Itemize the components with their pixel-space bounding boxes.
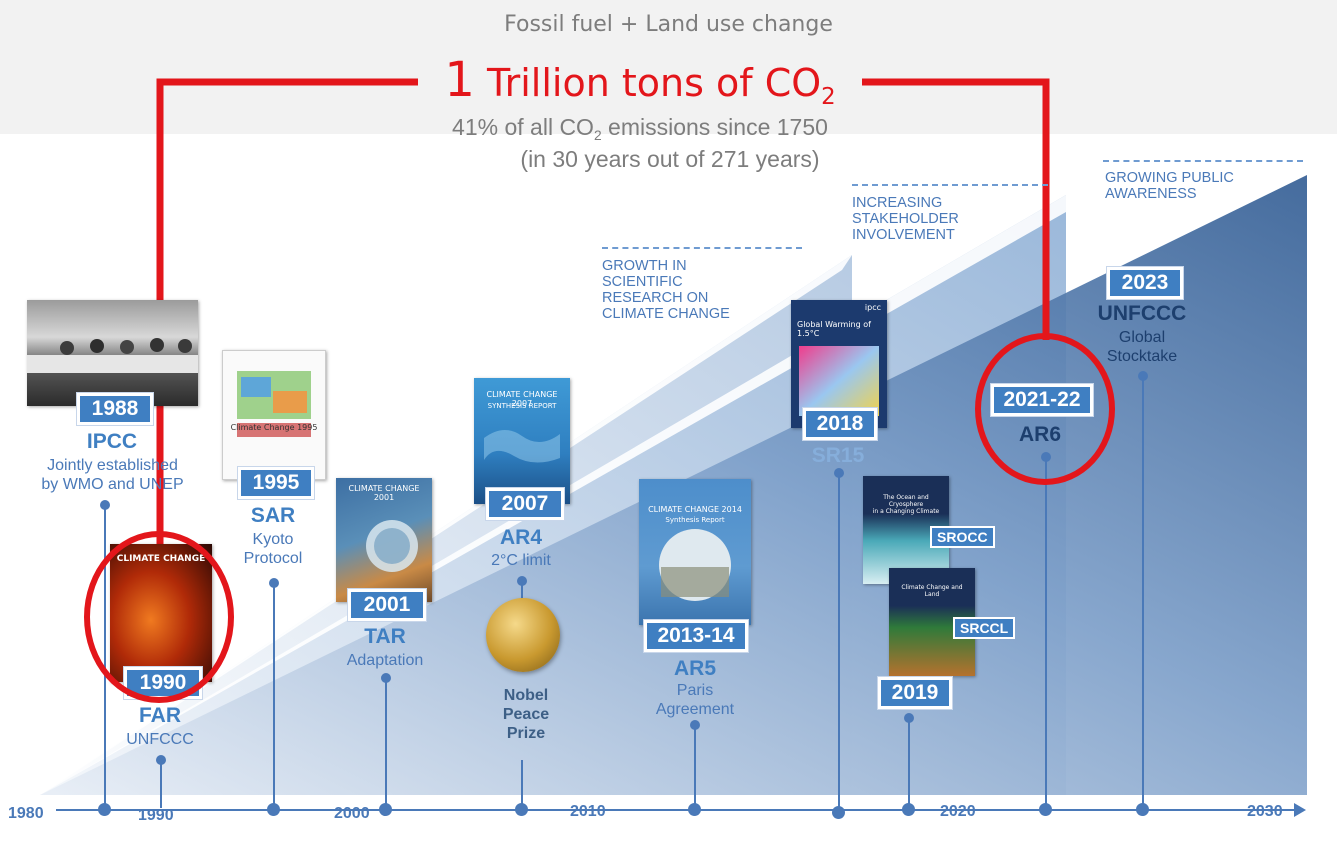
ar4-cover-sub: SYNTHESIS REPORT <box>487 402 557 410</box>
node-1995-top <box>269 578 279 588</box>
year-badge-2007: 2007 <box>486 488 564 520</box>
nobel-desc: Nobel Peace Prize <box>502 687 550 742</box>
node-2023-top <box>1138 371 1148 381</box>
stem-2018 <box>838 475 840 810</box>
ipcc-founding-photo <box>27 300 198 406</box>
trend-label-awareness: GROWING PUBLIC AWARENESS <box>1105 170 1234 202</box>
node-2019-top <box>904 713 914 723</box>
node-2019 <box>902 803 915 816</box>
far-desc: UNFCCC <box>126 731 194 748</box>
sar-title: SAR <box>250 504 296 527</box>
nobel-medal-icon <box>486 598 560 672</box>
node-2021 <box>1039 803 1052 816</box>
sar-desc: Kyoto Protocol <box>243 531 303 567</box>
srocc-cover-title: The Ocean and Cryosphere in a Changing C… <box>872 494 940 515</box>
headline-text: Trillion tons of CO <box>486 61 822 105</box>
year-badge-2001: 2001 <box>348 589 426 621</box>
stem-2007 <box>521 760 523 805</box>
trend-rule-awareness <box>1103 160 1303 162</box>
axis-label-2020: 2020 <box>940 803 976 820</box>
gst-desc: Global Stocktake <box>1106 329 1178 365</box>
node-2018 <box>832 806 845 819</box>
ar5-cover-title: CLIMATE CHANGE 2014 <box>648 505 742 514</box>
headline-subscript: 2 <box>821 83 836 110</box>
share-text-end: emissions since 1750 <box>601 114 828 140</box>
share-subscript: 2 <box>593 127 602 143</box>
year-badge-2013-14: 2013-14 <box>644 620 748 652</box>
ar5-cover-sub: Synthesis Report <box>665 516 725 524</box>
stem-1990 <box>160 760 162 808</box>
tar-report-cover: CLIMATE CHANGE 2001 <box>336 478 432 602</box>
ar4-report-cover: CLIMATE CHANGE 2007 SYNTHESIS REPORT <box>474 378 570 504</box>
year-badge-1988: 1988 <box>77 393 153 425</box>
ar5-title: AR5 <box>673 657 716 680</box>
axis-label-2000: 2000 <box>334 805 370 822</box>
node-1988-top <box>100 500 110 510</box>
trend-label-stakeholder: INCREASING STAKEHOLDER INVOLVEMENT <box>852 195 959 243</box>
headline-number: 1 <box>444 52 475 108</box>
node-2007-top <box>517 576 527 586</box>
axis-label-2010: 2010 <box>570 803 606 820</box>
year-badge-2019: 2019 <box>878 677 952 709</box>
trend-rule-stakeholder <box>852 184 1048 186</box>
stem-2021 <box>1045 458 1047 808</box>
ar4-desc: 2°C limit <box>491 552 551 569</box>
axis-label-1980: 1980 <box>8 805 44 822</box>
year-badge-1995: 1995 <box>238 467 314 499</box>
node-1990-top <box>156 755 166 765</box>
axis-label-1990: 1990 <box>138 807 174 824</box>
node-2001-top <box>381 673 391 683</box>
sr15-title: SR15 <box>811 444 865 467</box>
srccl-tag: SRCCL <box>953 617 1016 639</box>
ar4-cover-title: CLIMATE CHANGE 2007 <box>486 390 558 408</box>
node-2023 <box>1136 803 1149 816</box>
stem-2001 <box>385 680 387 805</box>
trend-rule-research <box>602 247 802 249</box>
year-badge-2023: 2023 <box>1107 267 1183 299</box>
tar-desc: Adaptation <box>346 652 424 669</box>
header-subtitle: Fossil fuel + Land use change <box>504 12 833 37</box>
tar-title: TAR <box>364 625 406 648</box>
highlight-ring-ar6 <box>975 333 1115 485</box>
header-period-line: (in 30 years out of 271 years) <box>520 146 820 172</box>
bracket-right <box>862 78 1050 340</box>
header-headline: 1 Trillion tons of CO2 <box>420 50 860 127</box>
header-band <box>0 0 1337 134</box>
header-share-line: 41% of all CO2 emissions since 1750 <box>360 114 920 143</box>
sr15-cover-title: Global Warming of 1.5°C <box>797 320 871 338</box>
node-2007 <box>515 803 528 816</box>
gst-title: UNFCCC <box>1097 302 1187 325</box>
trend-label-research: GROWTH IN SCIENTIFIC RESEARCH ON CLIMATE… <box>602 258 730 322</box>
node-1995 <box>267 803 280 816</box>
ar5-desc: Paris Agreement <box>655 682 735 718</box>
srocc-tag: SROCC <box>930 526 995 548</box>
tar-cover-title: CLIMATE CHANGE 2001 <box>348 484 420 502</box>
sr15-cover-brand: ipcc <box>864 303 881 312</box>
ar5-report-cover: CLIMATE CHANGE 2014 Synthesis Report <box>639 479 751 625</box>
ar4-title: AR4 <box>499 526 542 549</box>
year-badge-2018: 2018 <box>803 408 877 440</box>
sr15-report-cover: ipcc Global Warming of 1.5°C <box>791 300 887 428</box>
sar-report-cover: Climate Change 1995 <box>222 350 326 480</box>
far-title: FAR <box>139 704 181 727</box>
stem-1995 <box>273 585 275 805</box>
srccl-cover-title: Climate Change and Land <box>901 584 963 598</box>
node-1988 <box>98 803 111 816</box>
highlight-ring-far <box>84 531 234 703</box>
node-2014 <box>688 803 701 816</box>
stem-2014 <box>694 726 696 806</box>
sar-cover-title: Climate Change 1995 <box>230 423 318 432</box>
stem-2023 <box>1142 378 1144 808</box>
ipcc-desc: Jointly established by WMO and UNEP <box>41 457 184 493</box>
axis-label-2030: 2030 <box>1247 803 1283 820</box>
axis-arrow-icon <box>1294 803 1306 817</box>
node-2014-top <box>690 720 700 730</box>
node-2018-top <box>834 468 844 478</box>
ipcc-title: IPCC <box>86 430 138 453</box>
node-2001 <box>379 803 392 816</box>
stem-2007-upper <box>521 580 523 600</box>
stem-2019 <box>908 718 910 806</box>
share-text: 41% of all CO <box>452 114 594 140</box>
